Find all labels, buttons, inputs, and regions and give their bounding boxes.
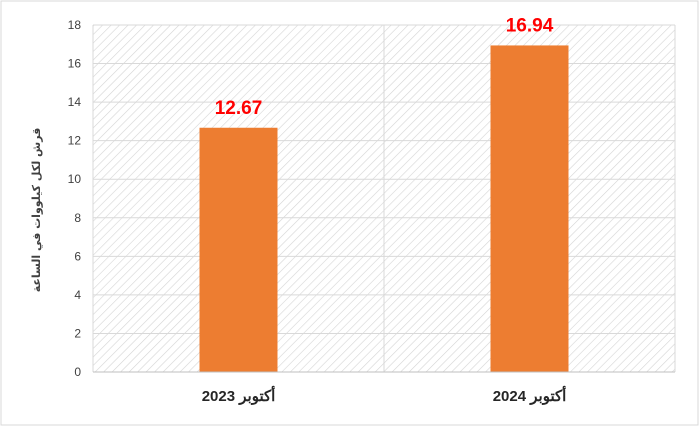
y-tick-label: 2 bbox=[74, 326, 81, 340]
y-tick-label: 8 bbox=[74, 211, 81, 225]
y-tick-label: 12 bbox=[68, 134, 82, 148]
data-label-1: 12.67 bbox=[215, 98, 263, 119]
y-tick-label: 16 bbox=[68, 57, 82, 71]
y-tick-label: 0 bbox=[74, 365, 81, 379]
y-axis-title: قرش لكل كيلووات في الساعة bbox=[30, 128, 43, 293]
data-label-2: 16.94 bbox=[506, 15, 554, 36]
bar-1 bbox=[199, 127, 278, 373]
y-tick-label: 4 bbox=[74, 288, 81, 302]
bars bbox=[199, 45, 569, 373]
bar-2 bbox=[490, 45, 569, 372]
category-label-1: أكتوبر 2023 bbox=[202, 385, 276, 405]
gridlines bbox=[92, 24, 676, 373]
y-tick-label: 6 bbox=[74, 249, 81, 263]
y-tick-label: 14 bbox=[68, 95, 82, 109]
y-tick-label: 10 bbox=[68, 172, 82, 186]
y-tick-label: 18 bbox=[68, 18, 82, 32]
labels: 0 2 4 6 8 10 12 14 16 18 12.67 أكتوبر 2023 16.94 أكتو… bbox=[68, 15, 567, 405]
category-label-2: أكتوبر 2024 bbox=[493, 385, 567, 405]
